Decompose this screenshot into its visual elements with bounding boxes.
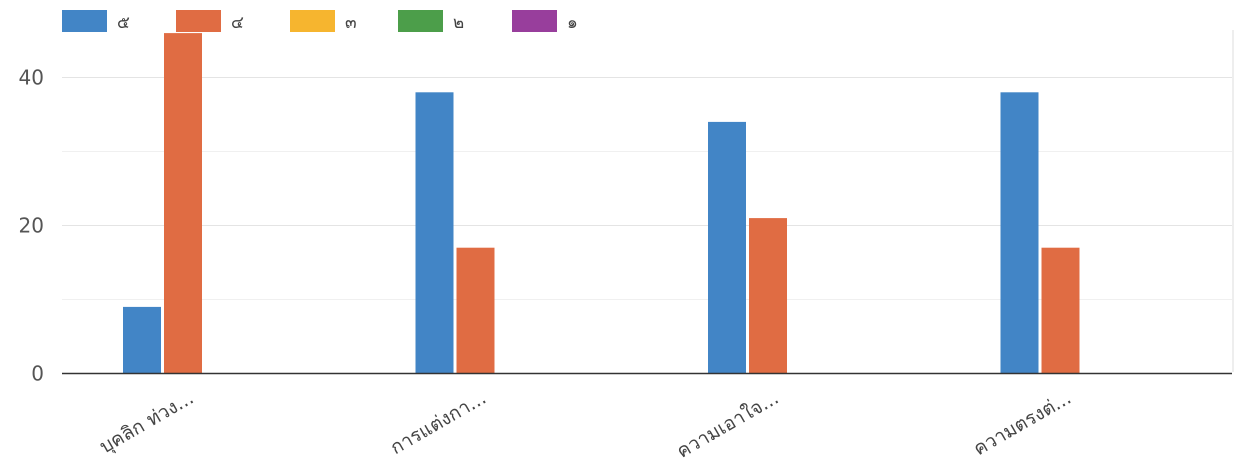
legend-swatch-1 — [176, 10, 221, 32]
bar-1-3 — [1041, 247, 1080, 374]
x-category-label: การแต่งกา... — [387, 387, 490, 459]
bar-1-0 — [164, 33, 202, 374]
bar-0-2 — [708, 121, 746, 374]
legend-label-1: ๔ — [231, 13, 244, 33]
legend-swatch-3 — [398, 10, 443, 32]
x-category-label: ความเอาใจ... — [673, 387, 782, 463]
bar-0-3 — [1000, 92, 1039, 374]
bar-1-2 — [749, 218, 787, 374]
legend-swatch-2 — [290, 10, 335, 32]
legend-swatch-4 — [512, 10, 557, 32]
legend-swatch-0 — [62, 10, 107, 32]
bar-0-0 — [123, 306, 161, 374]
bar-1-1 — [456, 247, 495, 374]
legend-label-0: ๕ — [117, 13, 130, 33]
y-tick-label: 20 — [19, 214, 44, 238]
legend-label-3: ๒ — [453, 13, 464, 33]
x-category-label: บุคลิก ท่วง... — [96, 387, 198, 459]
bars — [123, 33, 1080, 374]
y-tick-label: 0 — [31, 362, 44, 386]
legend: ๕ ๔ ๓ ๒ ๑ — [62, 10, 578, 33]
legend-label-2: ๓ — [345, 13, 357, 33]
x-category-label: ความตรงต่... — [970, 387, 1075, 460]
bar-0-1 — [415, 92, 454, 374]
y-tick-label: 40 — [19, 66, 44, 90]
legend-label-4: ๑ — [567, 13, 578, 33]
